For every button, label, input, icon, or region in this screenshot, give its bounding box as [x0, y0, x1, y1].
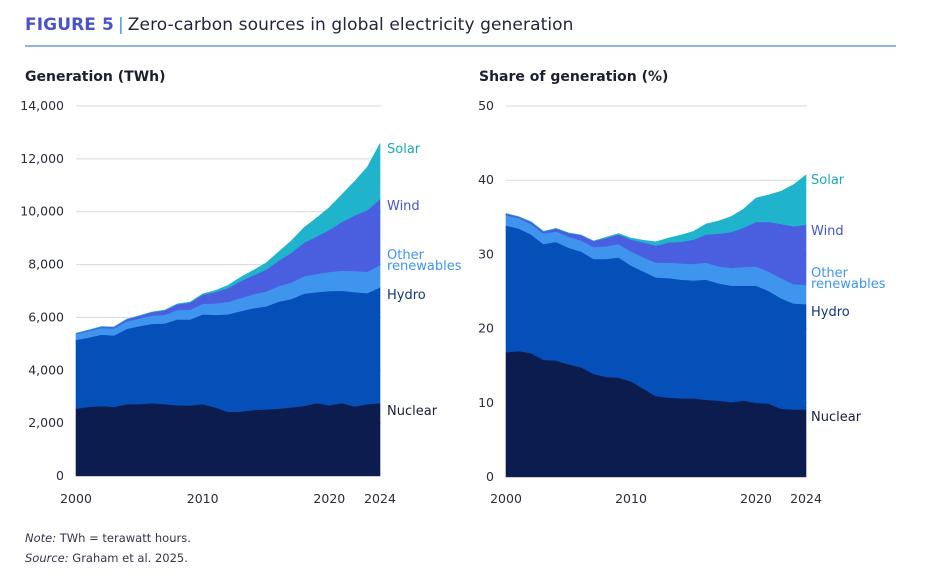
share-area-solar [505, 174, 807, 246]
share-series-label-other-renewables: Other renewables [811, 266, 886, 292]
figure-number: FIGURE 5 [25, 15, 114, 35]
left-panel-title: Generation (TWh) [25, 69, 166, 85]
generation-ytick-label: 4,000 [28, 362, 64, 377]
generation-ytick-label: 6,000 [28, 309, 64, 324]
generation-series-label-nuclear: Nuclear [387, 404, 438, 419]
share-series-label-hydro: Hydro [811, 305, 850, 320]
generation-xtick-label: 2024 [364, 491, 396, 506]
share-series-label-solar: Solar [811, 173, 845, 188]
note-label: Note: [25, 531, 57, 545]
generation-series-label-hydro: Hydro [387, 288, 426, 303]
generation-series-label-solar: Solar [387, 142, 421, 157]
generation-area-nuclear [75, 402, 381, 477]
source-line: Source: Graham et al. 2025. [25, 551, 188, 565]
share-series-label-wind: Wind [811, 224, 844, 239]
share-xtick-label: 2020 [740, 491, 772, 506]
note-text: TWh = terawatt hours. [56, 531, 191, 545]
share-ytick-label: 10 [478, 395, 494, 410]
share-ytick-label: 30 [478, 246, 494, 261]
right-panel-title: Share of generation (%) [479, 69, 669, 85]
generation-ytick-label: 14,000 [20, 98, 64, 113]
figure-separator: | [117, 15, 124, 35]
share-ytick-label: 40 [478, 172, 494, 187]
generation-ytick-label: 12,000 [20, 151, 64, 166]
figure-title: FIGURE 5 | Zero-carbon sources in global e… [25, 15, 574, 35]
generation-series-label-other-renewables: Other renewables [387, 248, 462, 274]
note-line: Note: TWh = terawatt hours. [25, 531, 191, 545]
generation-xtick-label: 2010 [187, 491, 219, 506]
generation-xtick-label: 2000 [60, 491, 92, 506]
generation-ytick-label: 8,000 [28, 257, 64, 272]
figure-title-text: Zero-carbon sources in global electricit… [127, 15, 574, 35]
share-xtick-label: 2010 [615, 491, 647, 506]
source-text: Graham et al. 2025. [68, 551, 188, 565]
share-xtick-label: 2000 [490, 491, 522, 506]
share-ytick-label: 50 [478, 98, 494, 113]
generation-ytick-label: 0 [56, 468, 64, 483]
share-xtick-label: 2024 [790, 491, 822, 506]
generation-area-solar [75, 143, 381, 334]
generation-ytick-label: 10,000 [20, 204, 64, 219]
generation-series-label-wind: Wind [387, 199, 420, 214]
generation-ytick-label: 2,000 [28, 415, 64, 430]
title-rule [25, 45, 896, 47]
generation-xtick-label: 2020 [313, 491, 345, 506]
share-ytick-label: 20 [478, 321, 494, 336]
share-ytick-label: 0 [486, 469, 494, 484]
share-series-label-nuclear: Nuclear [811, 410, 862, 425]
source-label: Source: [25, 551, 69, 565]
